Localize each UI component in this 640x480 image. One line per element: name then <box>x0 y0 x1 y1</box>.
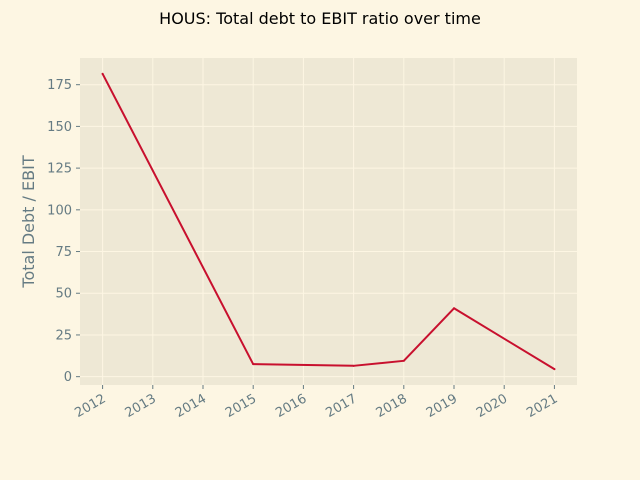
x-tick-label: 2016 <box>273 391 309 421</box>
x-tick-label: 2013 <box>123 391 159 421</box>
y-tick-label: 125 <box>47 162 72 177</box>
y-tick-label: 75 <box>55 245 72 260</box>
x-tick-label: 2019 <box>424 391 460 421</box>
x-tick-label: 2021 <box>524 391 560 421</box>
grid-lines <box>80 58 577 385</box>
y-tick-label: 150 <box>47 120 72 135</box>
data-point <box>553 368 556 371</box>
y-tick-label: 100 <box>47 203 72 218</box>
series-line <box>101 72 556 371</box>
series-layer <box>101 72 556 371</box>
data-point <box>352 364 355 367</box>
data-point <box>252 363 255 366</box>
plot-area <box>80 58 577 385</box>
y-tick-label: 50 <box>55 287 72 302</box>
data-point <box>101 72 104 75</box>
y-axis-label: Total Debt / EBIT <box>19 155 38 288</box>
y-tick-label: 0 <box>64 370 72 385</box>
x-tick-label: 2018 <box>374 391 410 421</box>
x-tick-label: 2014 <box>173 391 209 421</box>
x-tick-label: 2015 <box>223 391 259 421</box>
data-point <box>402 359 405 362</box>
x-tick-label: 2012 <box>72 391 108 421</box>
chart-title: HOUS: Total debt to EBIT ratio over time <box>159 9 481 28</box>
x-tick-label: 2017 <box>323 391 359 421</box>
x-tick-label: 2020 <box>474 391 510 421</box>
y-tick-label: 175 <box>47 78 72 93</box>
data-point <box>453 307 456 310</box>
y-tick-label: 25 <box>55 328 72 343</box>
